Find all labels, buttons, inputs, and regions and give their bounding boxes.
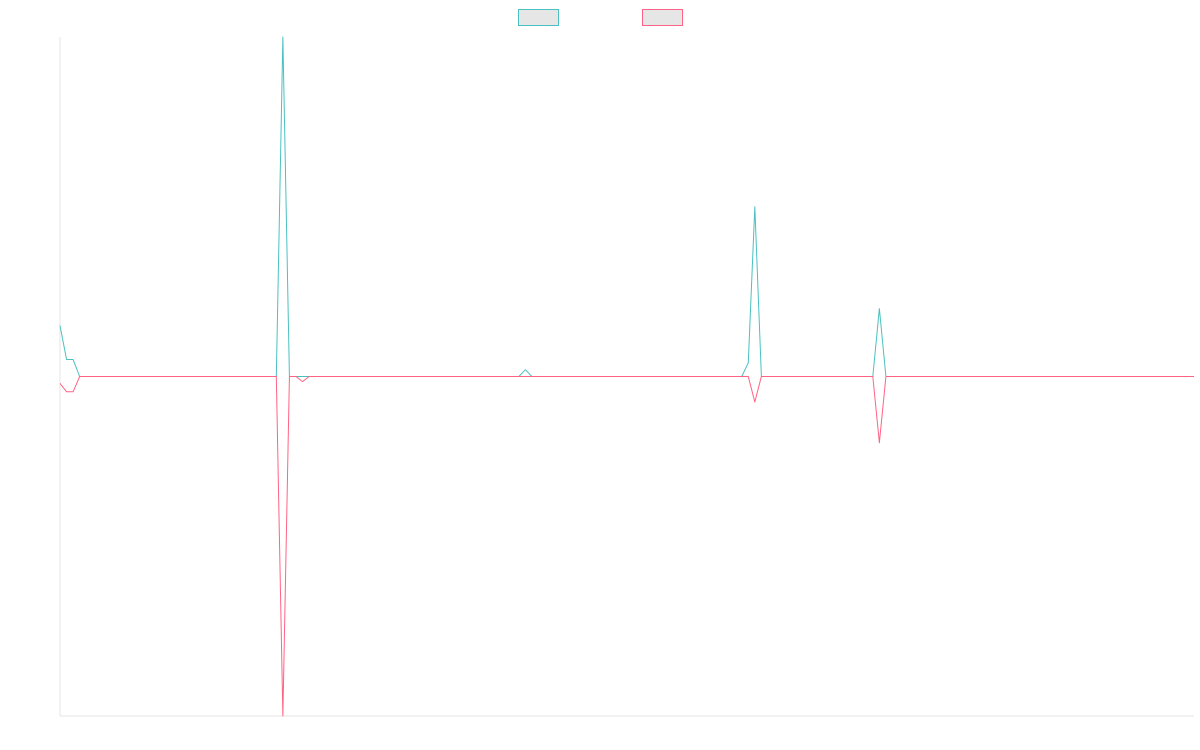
axes [59, 37, 1194, 717]
legend [518, 9, 683, 26]
legend-swatch-series-1[interactable] [518, 9, 559, 26]
series-line-2 [59, 376, 1194, 717]
legend-swatch-series-2[interactable] [642, 9, 683, 26]
series-lines [59, 36, 1194, 717]
series-line-1 [59, 36, 1194, 377]
